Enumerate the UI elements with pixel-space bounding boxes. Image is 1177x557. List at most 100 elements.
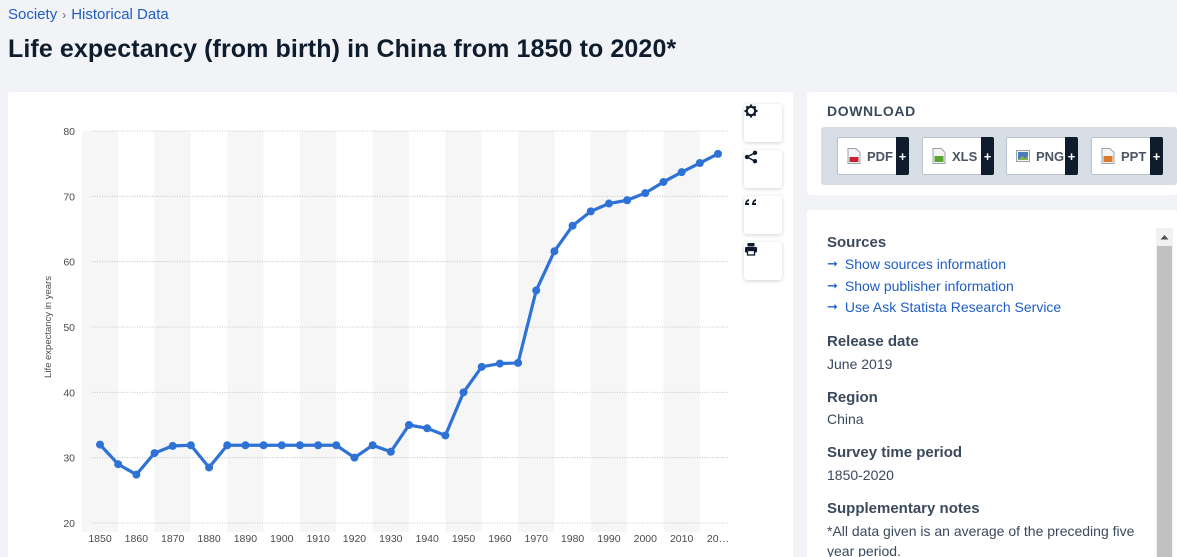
print-button[interactable]	[744, 242, 782, 280]
show-publisher-link[interactable]: ➞ Show publisher information	[827, 278, 1014, 294]
cite-button[interactable]	[744, 196, 782, 234]
x-tick-label: 1860	[125, 533, 149, 545]
x-tick-label: 1900	[270, 533, 294, 545]
x-tick-label: 1880	[197, 533, 221, 545]
plus-icon: +	[896, 137, 909, 175]
arrow-right-icon: ➞	[827, 299, 838, 314]
y-axis-label: Life expectancy in years	[43, 276, 54, 378]
column-band	[227, 131, 264, 532]
y-tick-label: 60	[63, 257, 75, 269]
arrow-right-icon: ➞	[827, 278, 838, 293]
quote-icon	[745, 199, 756, 205]
x-tick-label: 1950	[452, 533, 476, 545]
gear-icon	[744, 104, 758, 118]
x-tick-label: 20…	[707, 533, 729, 545]
data-point	[623, 196, 632, 205]
data-point	[168, 441, 177, 450]
y-tick-label: 20	[63, 518, 75, 530]
data-point	[386, 447, 395, 456]
data-point	[659, 177, 668, 186]
data-point	[114, 460, 123, 469]
y-tick-label: 50	[63, 322, 75, 334]
pdf-file-icon	[847, 148, 861, 164]
x-tick-label: 1910	[306, 533, 330, 545]
data-point	[477, 362, 486, 371]
breadcrumb-society[interactable]: Society	[8, 6, 58, 23]
survey-period-title: Survey time period	[827, 444, 963, 461]
data-point	[695, 159, 704, 168]
column-band	[299, 131, 337, 532]
x-tick-label: 1990	[597, 533, 621, 545]
plus-icon: +	[1150, 137, 1163, 175]
data-point	[223, 441, 232, 450]
data-point	[550, 247, 559, 256]
x-tick-label: 1850	[88, 533, 112, 545]
ask-statista-label: Use Ask Statista Research Service	[844, 299, 1062, 315]
x-tick-label: 1980	[561, 533, 585, 545]
x-tick-label: 2010	[670, 533, 694, 545]
scroll-up-arrow-icon[interactable]	[1156, 228, 1173, 245]
data-point	[714, 149, 722, 158]
plus-icon: +	[981, 137, 994, 175]
info-scrollbar[interactable]	[1156, 228, 1173, 557]
data-point	[259, 441, 268, 450]
breadcrumb: Society › Historical Data	[8, 6, 169, 23]
arrow-right-icon: ➞	[827, 256, 838, 271]
share-button[interactable]	[744, 150, 782, 188]
breadcrumb-historical-data[interactable]: Historical Data	[71, 6, 169, 23]
x-tick-label: 1940	[415, 533, 439, 545]
show-publisher-label: Show publisher information	[844, 278, 1014, 294]
x-tick-label: 1870	[161, 533, 185, 545]
data-point	[241, 441, 250, 450]
settings-button[interactable]	[744, 104, 782, 142]
png-file-icon	[1016, 150, 1030, 162]
release-date-value: June 2019	[827, 356, 893, 372]
data-point	[350, 453, 359, 462]
column-band	[81, 131, 119, 532]
data-point	[459, 388, 468, 397]
print-icon	[745, 243, 757, 256]
ask-statista-link[interactable]: ➞ Use Ask Statista Research Service	[827, 299, 1061, 315]
plus-icon: +	[1065, 137, 1078, 175]
survey-period-value: 1850-2020	[827, 467, 894, 483]
y-tick-label: 30	[63, 453, 75, 465]
data-point	[405, 421, 413, 429]
share-icon	[744, 150, 758, 164]
column-band	[154, 131, 191, 532]
ppt-file-icon	[1101, 148, 1115, 164]
y-tick-label: 40	[63, 387, 75, 399]
column-band	[590, 131, 628, 532]
data-point	[132, 470, 141, 479]
download-xls-button[interactable]: XLS +	[922, 137, 994, 175]
data-point	[150, 449, 159, 458]
x-tick-label: 1970	[525, 533, 549, 545]
data-point	[495, 359, 504, 368]
data-point	[568, 221, 577, 230]
show-sources-label: Show sources information	[844, 256, 1006, 272]
info-panel: Sources ➞ Show sources information ➞ Sho…	[807, 210, 1177, 557]
download-panel: DOWNLOAD PDF + XLS + PNG +	[807, 92, 1177, 195]
x-tick-label: 2000	[634, 533, 658, 545]
region-title: Region	[827, 389, 878, 406]
download-png-button[interactable]: PNG +	[1006, 137, 1078, 175]
data-point	[368, 441, 377, 450]
breadcrumb-separator: ›	[62, 7, 67, 22]
download-pdf-label: PDF	[867, 148, 893, 164]
data-point	[423, 424, 432, 433]
show-sources-link[interactable]: ➞ Show sources information	[827, 256, 1006, 272]
xls-file-icon	[932, 148, 946, 164]
life-expectancy-chart: 20 30 40 50 60 70 80 1850 1860 1870 1880 1890 1900 19…	[43, 126, 729, 545]
scrollbar-thumb[interactable]	[1157, 246, 1172, 557]
download-pdf-button[interactable]: PDF +	[837, 137, 909, 175]
data-point	[641, 189, 650, 198]
sources-title: Sources	[827, 234, 887, 251]
x-tick-label: 1890	[234, 533, 258, 545]
y-tick-label: 80	[63, 126, 75, 138]
download-png-label: PNG	[1036, 148, 1065, 164]
download-ppt-button[interactable]: PPT +	[1091, 137, 1163, 175]
data-point	[332, 441, 341, 450]
download-title: DOWNLOAD	[827, 103, 916, 119]
download-ppt-label: PPT	[1121, 148, 1147, 164]
data-point	[677, 168, 686, 177]
data-point	[604, 199, 613, 208]
